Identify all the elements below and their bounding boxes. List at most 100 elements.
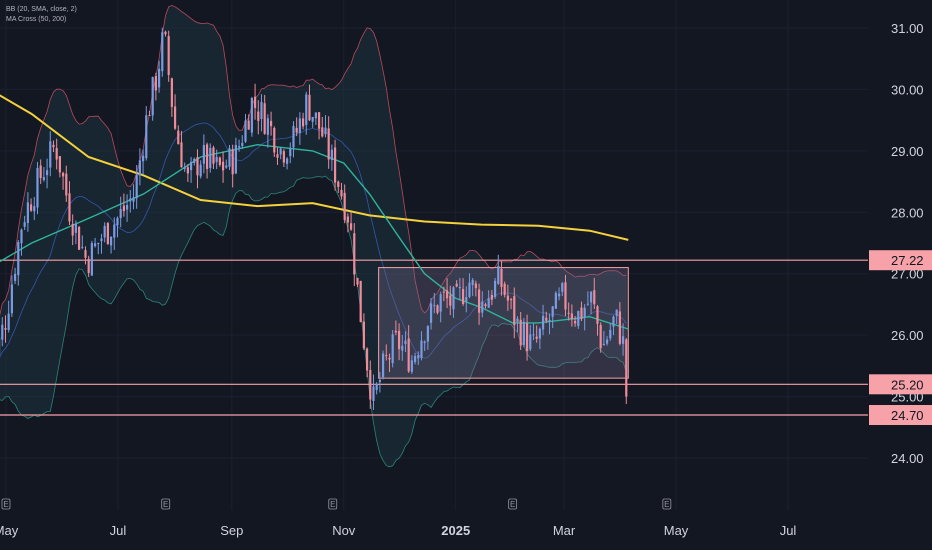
candle-body: [493, 280, 497, 297]
candle-body: [570, 313, 573, 320]
candle-body: [529, 334, 532, 350]
candle-body: [381, 353, 385, 378]
candle-body: [580, 307, 583, 319]
candle-body: [442, 291, 445, 293]
candle-body: [4, 328, 7, 330]
candle-body: [362, 321, 365, 349]
candle-body: [244, 120, 247, 142]
candle-body: [157, 68, 161, 88]
candle-body: [74, 223, 77, 233]
candle-body: [477, 289, 481, 313]
earnings-event-marker[interactable]: E: [508, 498, 518, 510]
candle-body: [532, 334, 535, 336]
candle-body: [52, 144, 55, 148]
candle-body: [596, 306, 599, 324]
candle-body: [429, 303, 433, 323]
candle-body: [135, 175, 138, 199]
candle-body: [218, 157, 221, 165]
candle-body: [612, 316, 615, 327]
candle-body: [343, 192, 346, 220]
candle-body: [503, 283, 506, 295]
candle-body: [183, 167, 186, 169]
candle-body: [375, 383, 378, 390]
level-tag-label: 27.22: [891, 253, 924, 268]
candle-body: [397, 330, 401, 350]
x-tick-label: 2025: [441, 523, 470, 538]
candle-body: [20, 229, 23, 244]
range-rectangle[interactable]: [378, 267, 629, 379]
candle-body: [180, 142, 183, 168]
x-tick-label: Mar: [553, 523, 576, 538]
candle-body: [221, 161, 225, 171]
candle-body: [621, 336, 625, 344]
candle-body: [39, 165, 42, 178]
candle-body: [106, 223, 109, 244]
candle-body: [116, 218, 119, 226]
candle-body: [164, 31, 167, 35]
time-axis[interactable]: May Jul Sep Nov 2025 Mar May Jul: [0, 523, 796, 538]
candle-body: [369, 370, 372, 400]
level-price-tag[interactable]: 25.20: [869, 374, 932, 395]
earnings-event-marker[interactable]: E: [328, 498, 338, 510]
candle-body: [567, 312, 570, 314]
candle-body: [548, 319, 551, 322]
earnings-event-marker[interactable]: E: [161, 498, 171, 510]
candle-body: [301, 118, 305, 127]
candle-body: [615, 309, 618, 316]
earnings-icon: [508, 498, 518, 510]
candle-body: [359, 280, 362, 323]
price-axis[interactable]: 31.0030.0029.0028.0027.0026.0025.0024.00…: [869, 21, 932, 466]
earnings-event-marker[interactable]: E: [1, 498, 11, 510]
range-box[interactable]: [378, 267, 629, 379]
candle-body: [77, 227, 81, 250]
candle-body: [260, 101, 263, 120]
level-price-tag[interactable]: 27.22: [869, 250, 932, 271]
candle-body: [45, 170, 49, 176]
candle-body: [356, 277, 359, 285]
candle-body: [618, 311, 621, 344]
candle-body: [145, 115, 148, 159]
earnings-icon: [662, 498, 672, 510]
candle-body: [151, 77, 154, 116]
candle-body: [1, 324, 4, 340]
level-tag-box: [869, 374, 932, 395]
candle-body: [298, 118, 301, 134]
candle-body: [353, 233, 356, 275]
candle-body: [404, 340, 407, 345]
candle-body: [538, 328, 541, 339]
candle-body: [330, 149, 333, 161]
candle-body: [378, 379, 381, 383]
y-tick-label: 24.00: [891, 451, 924, 466]
earnings-icon: [1, 498, 11, 510]
x-tick-label: Jul: [780, 523, 797, 538]
candle-body: [26, 202, 29, 223]
candle-body: [81, 246, 84, 248]
candle-body: [250, 98, 253, 133]
level-price-tag[interactable]: 24.70: [869, 405, 932, 426]
candle-body: [282, 151, 285, 163]
candle-body: [209, 147, 212, 169]
candle-body: [327, 128, 330, 160]
legend-bb[interactable]: BB (20, SMA, close, 2): [6, 6, 77, 13]
indicator-legend: BB (20, SMA, close, 2) MA Cross (50, 200…: [6, 5, 77, 25]
candle-body: [413, 355, 417, 363]
legend-ma[interactable]: MA Cross (50, 200): [6, 16, 67, 23]
earnings-event-marker[interactable]: E: [662, 498, 672, 510]
candle-body: [49, 141, 52, 168]
candle-body: [599, 324, 602, 349]
candle-body: [401, 345, 404, 351]
candle-body: [100, 238, 103, 242]
candle-body: [311, 116, 314, 122]
candle-body: [308, 94, 311, 121]
candle-body: [340, 189, 343, 197]
candle-body: [497, 265, 500, 284]
candlesticks: [0, 27, 628, 410]
candle-body: [36, 168, 39, 208]
candle-body: [455, 283, 458, 287]
candle-body: [23, 222, 26, 227]
candle-body: [148, 115, 151, 117]
candle-body: [564, 282, 567, 310]
candle-body: [577, 310, 580, 327]
candle-body: [365, 348, 369, 371]
